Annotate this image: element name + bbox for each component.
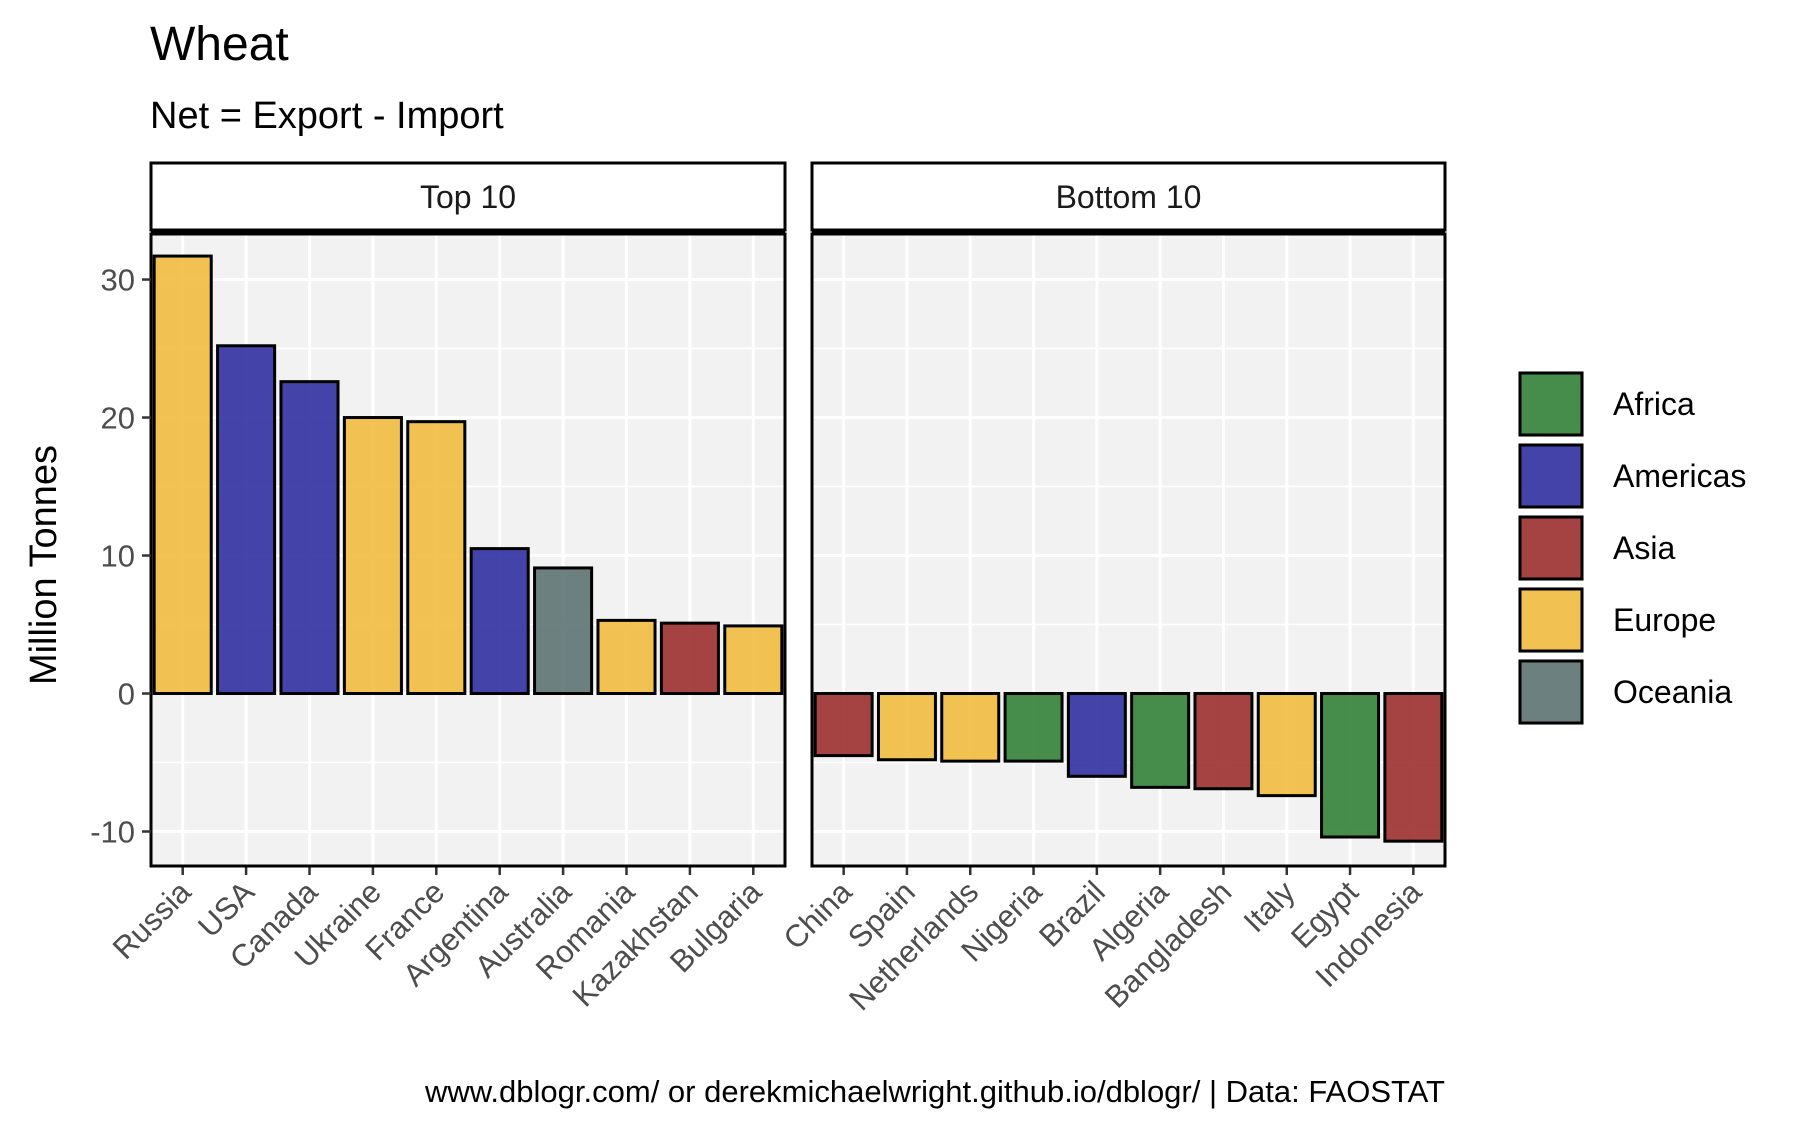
bar-argentina [469,547,530,696]
panel-bottom-10: ChinaSpainNetherlandsNigeriaBrazilAlgeri… [777,161,1447,1017]
bar-romania [596,618,657,696]
bar-usa [216,344,277,696]
legend-label-oceania: Oceania [1613,674,1732,710]
bar-algeria [1130,692,1191,789]
y-tick-label: 20 [101,401,135,436]
chart-caption: www.dblogr.com/ or derekmichaelwright.gi… [424,1074,1445,1109]
bar-nigeria [1003,692,1064,763]
legend-item-europe: Europe [1518,587,1716,653]
legend: Africa Americas Asia Europe Oceania [1518,371,1746,725]
bar-france [406,420,467,696]
facet-strip-label: Bottom 10 [1056,179,1202,215]
legend-item-africa: Africa [1518,371,1695,437]
chart-title: Wheat [150,18,289,71]
panels-layer: RussiaUSACanadaUkraineFranceArgentinaAus… [90,161,1447,1017]
bar-australia [533,566,594,696]
legend-label-europe: Europe [1613,602,1716,638]
bar-spain [876,692,937,762]
bar-indonesia [1383,692,1444,843]
legend-item-americas: Americas [1518,443,1746,509]
x-tick-label-china: China [777,874,860,957]
bar-egypt [1320,692,1381,839]
bar-bulgaria [723,624,784,696]
legend-label-africa: Africa [1613,386,1695,422]
y-tick-label: 10 [101,539,135,574]
legend-swatch-oceania [1518,659,1584,725]
y-tick-label: 0 [118,677,135,712]
bar-china [813,692,874,758]
bar-canada [279,380,340,696]
y-axis-title: Million Tonnes [23,445,65,685]
legend-item-asia: Asia [1518,515,1675,581]
bar-italy [1256,692,1317,798]
facet-strip-label: Top 10 [420,179,516,215]
chart-subtitle: Net = Export - Import [150,95,504,137]
legend-swatch-asia [1518,515,1584,581]
bar-brazil [1066,692,1127,778]
x-tick-label-russia: Russia [106,874,198,966]
legend-swatch-europe [1518,587,1584,653]
legend-item-oceania: Oceania [1518,659,1732,725]
facet-strip [810,161,1447,232]
bar-ukraine [342,416,403,696]
bar-kazakhstan [659,621,720,696]
y-tick-label: -10 [90,815,135,850]
bar-bangladesh [1193,692,1254,791]
legend-swatch-africa [1518,371,1584,437]
panel-top-10: RussiaUSACanadaUkraineFranceArgentinaAus… [90,161,787,1014]
legend-swatch-americas [1518,443,1584,509]
y-tick-label: 30 [101,263,135,298]
legend-label-americas: Americas [1613,458,1746,494]
bar-netherlands [940,692,1001,763]
bar-russia [152,254,213,696]
legend-label-asia: Asia [1613,530,1675,566]
facet-strip [149,161,787,232]
